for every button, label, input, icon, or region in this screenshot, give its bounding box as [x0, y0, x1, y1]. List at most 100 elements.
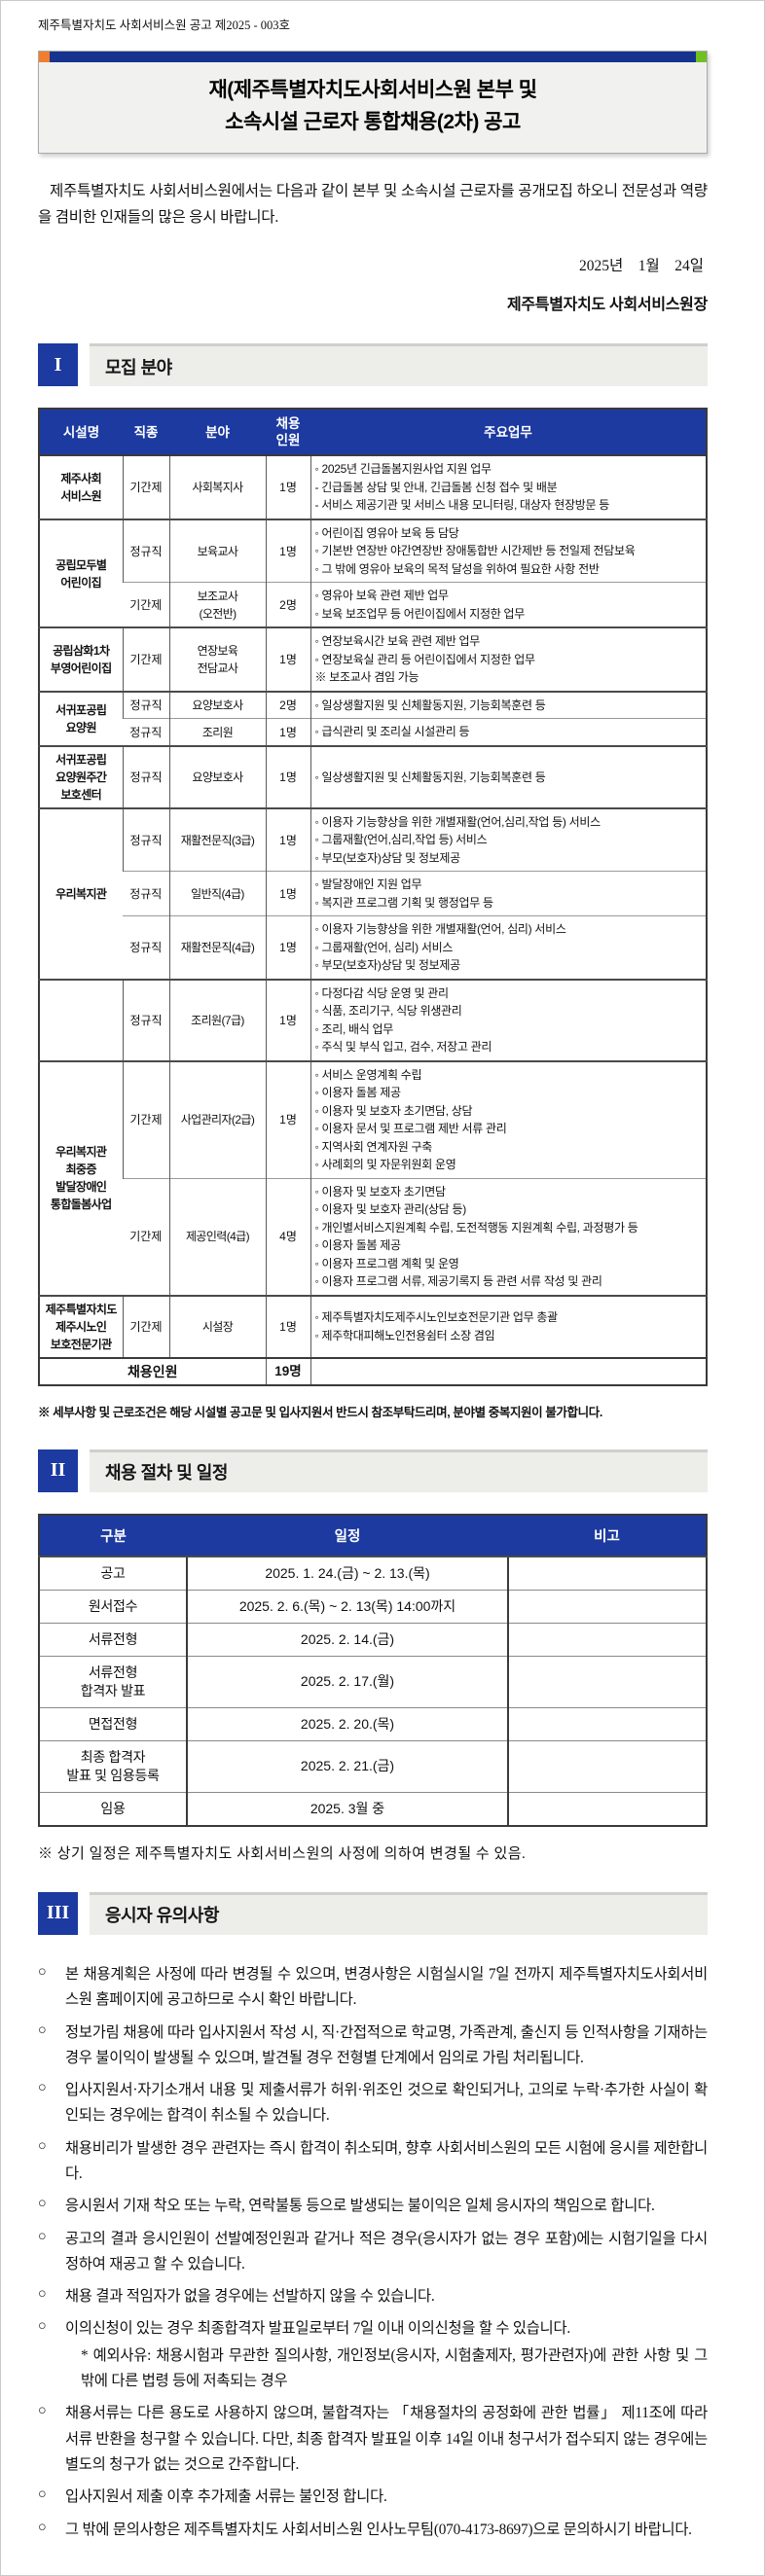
section-title-2: 채용 절차 및 일정: [90, 1449, 708, 1492]
duties-cell: ◦ 이용자 및 보호자 초기면담 ◦ 이용자 및 보호자 관리(상담 등) ◦ 개인…: [310, 1177, 707, 1296]
notice-item: ○ 채용비리가 발생한 경우 관련자는 즉시 합격이 취소되며, 향후 사회서비스…: [38, 2136, 708, 2188]
jobtype-cell: 정규직: [122, 690, 169, 719]
title-line-1: 재(제주특별자치도사회서비스원 본부 및: [208, 79, 537, 101]
duty-line: ◦ 어린이집 영유아 보육 등 담당: [314, 525, 459, 540]
total-label-cell: 채용인원: [39, 1356, 266, 1385]
circle-marker-icon: ○: [38, 2196, 47, 2212]
jobtype-cell: 기간제: [123, 582, 169, 628]
jobtype-cell: 기간제: [122, 1294, 169, 1358]
duty-line: ◦ 다정다감 식당 운영 및 관리: [314, 985, 450, 1000]
notice-text: 본 채용계획은 사정에 따라 변경될 수 있으며, 변경사항은 시험실시일 7일…: [65, 1965, 708, 2009]
notice-text: 입사지원서·자기소개서 내용 및 제출서류가 허위·위조인 것으로 확인되거나,…: [65, 2082, 708, 2125]
notice-text: 응시원서 기재 착오 또는 누락, 연락불통 등으로 발생되는 불이익은 일체 …: [65, 2198, 655, 2215]
schedule-row: 서류전형 합격자 발표 2025. 2. 17.(월): [39, 1655, 707, 1708]
count-cell: 1명: [265, 915, 310, 980]
facility-cell: 우리복지관 최중증 발달장애인 통합돌봄사업: [39, 1059, 123, 1296]
recruit-row: 우리복지관 정규직 재활전문직(3급) 1명 ◦ 이용자 기능향상을 위한 개별재활(언…: [39, 806, 707, 980]
count-cell: 1명: [265, 1294, 310, 1358]
duties-cell: ◦ 일상생활지원 및 신체활동지원, 기능회복훈련 등: [310, 744, 707, 808]
notice-item: ○ 이의신청이 있는 경우 최종합격자 발표일로부터 7일 이내 이의신청을 할 …: [38, 2316, 708, 2394]
duty-line: ◦ 그룹재활(언어, 심리) 서비스: [314, 940, 454, 954]
iljeong-cell: 2025. 2. 17.(월): [186, 1655, 508, 1708]
count-cell: 1명: [265, 871, 310, 916]
duties-cell: ◦ 발달장애인 지원 업무 ◦ 복지관 프로그램 기획 및 행정업무 등: [310, 871, 707, 916]
notice-text: 채용 결과 적임자가 없을 경우에는 선발하지 않을 수 있습니다.: [65, 2288, 435, 2306]
field-cell: 조리원(7급): [168, 978, 266, 1061]
jobtype-cell: 기간제: [122, 454, 169, 519]
field-cell: 시설장: [168, 1294, 266, 1358]
duty-line: ◦ 이용자 및 보호자 초기면담: [314, 1184, 447, 1199]
section-number-3: III: [38, 1891, 78, 1935]
col-gubun: 구분: [39, 1514, 187, 1557]
notice-list: ○ 본 채용계획은 사정에 따라 변경될 수 있으며, 변경사항은 시험실시일 7…: [38, 1962, 708, 2543]
section-title-3: 응시자 유의사항: [90, 1891, 708, 1935]
recruit-row: 기간제 제공인력(4급) 4명 ◦ 이용자 및 보호자 초기면담 ◦ 이용자 및 보호자…: [39, 1177, 707, 1296]
schedule-table-body: 공고 2025. 1. 24.(금) ~ 2. 13.(목) 원서접수 2025. 2…: [39, 1556, 707, 1826]
duty-line: ◦ 기본반 연장반 야간연장반 장애통합반 시간제반 등 전일제 전담보육: [314, 544, 636, 558]
notice-body: 본 채용계획은 사정에 따라 변경될 수 있으며, 변경사항은 시험실시일 7일…: [65, 1962, 708, 2014]
recruit-row: 우리복지관 최중증 발달장애인 통합돌봄사업 기간제 사업관리자(2급) 1명 ◦ 서비…: [39, 1059, 707, 1296]
jobtype-cell: 정규직: [122, 744, 169, 808]
field-cell: 요양보호사: [168, 690, 266, 719]
section-number-2: II: [38, 1449, 78, 1492]
notice-text: 채용비리가 발생한 경우 관련자는 즉시 합격이 취소되며, 향후 사회서비스원…: [65, 2139, 708, 2182]
schedule-row: 원서접수 2025. 2. 6.(목) ~ 2. 13(목) 14:00까지: [39, 1589, 707, 1624]
duty-line: ◦ 제주학대피해노인전용쉼터 소장 겸임: [314, 1328, 495, 1342]
circle-marker-icon: ○: [38, 2137, 47, 2154]
circle-marker-icon: ○: [38, 2286, 47, 2303]
col-count: 채용 인원: [266, 409, 310, 457]
gubun-cell: 원서접수: [39, 1589, 187, 1624]
count-cell: 2명: [265, 582, 310, 628]
bigo-cell: [507, 1622, 707, 1657]
duty-line: ◦ 이용자 및 보호자 관리(상담 등): [314, 1202, 467, 1217]
facility-cell: 공립삼화1차 부영어린이집: [39, 626, 123, 692]
facility-cell: 서귀포공립 요양원: [39, 690, 123, 746]
field-cell: 사회복지사: [168, 454, 266, 519]
signer: 제주특별자치도 사회서비스원장: [506, 297, 708, 314]
iljeong-cell: 2025. 2. 6.(목) ~ 2. 13(목) 14:00까지: [186, 1589, 508, 1624]
field-cell: 연장보육 전담교사: [168, 626, 266, 692]
field-cell: 일반직(4급): [168, 871, 266, 916]
col-bigo: 비고: [508, 1514, 707, 1557]
col-iljeong: 일정: [187, 1514, 508, 1557]
notice-body: 입사지원서 제출 이후 추가제출 서류는 불인정 합니다.: [65, 2485, 708, 2510]
notice-item: ○ 채용 결과 적임자가 없을 경우에는 선발하지 않을 수 있습니다.: [38, 2284, 708, 2309]
duty-line: ◦ 이용자 문서 및 프로그램 제반 서류 관리: [314, 1122, 507, 1136]
total-count-cell: 19명: [265, 1356, 310, 1385]
notice-body: 공고의 결과 응시인원이 선발예정인원과 같거나 적은 경우(응시자가 없는 경…: [65, 2227, 708, 2278]
duty-line: ◦ 제주특별자치도제주시노인보호전문기관 업무 총괄: [314, 1310, 559, 1325]
bigo-cell: [507, 1556, 707, 1591]
duty-line: ◦ 부모(보호자)상담 및 정보제공: [314, 958, 461, 973]
facility-cell: [39, 978, 123, 1061]
gubun-cell: 서류전형 합격자 발표: [39, 1655, 187, 1708]
notice-body: 정보가림 채용에 따라 입사지원서 작성 시, 직·간접적으로 학교명, 가족관…: [65, 2021, 708, 2072]
iljeong-cell: 2025. 2. 20.(목): [186, 1706, 508, 1741]
schedule-row: 서류전형 2025. 2. 14.(금): [39, 1622, 707, 1657]
schedule-row: 공고 2025. 1. 24.(금) ~ 2. 13.(목): [39, 1556, 707, 1591]
notice-item: ○ 채용서류는 다른 용도로 사용하지 않으며, 불합격자는 「채용절차의 공정화…: [38, 2401, 708, 2478]
jobtype-cell: 정규직: [122, 978, 169, 1061]
duty-line: - 서비스 제공기관 및 서비스 내용 모니터링, 대상자 현장방문 등: [314, 498, 610, 513]
duty-line: ◦ 식품, 조리기구, 식당 위생관리: [314, 1004, 462, 1019]
duty-line: ◦ 연장보육시간 보육 관련 제반 업무: [314, 634, 481, 649]
duties-cell: ◦ 2025년 긴급돌봄지원사업 지원 업무 - 긴급돌봄 상담 및 안내, 긴급…: [310, 454, 707, 519]
field-cell: 재활전문직(3급): [168, 806, 266, 872]
duty-line: ◦ 급식관리 및 조리실 시설관리 등: [314, 725, 470, 739]
jobtype-cell: 정규직: [123, 718, 169, 746]
bigo-cell: [507, 1589, 707, 1624]
circle-marker-icon: ○: [38, 2021, 47, 2038]
notice-subtext: * 예외사유: 채용시험과 무관한 질의사항, 개인정보(응시자, 시험출제자,…: [81, 2346, 708, 2390]
gubun-cell: 최종 합격자 발표 및 임용등록: [39, 1739, 187, 1793]
duty-line: ◦ 이용자 기능향상을 위한 개별재활(언어,심리,작업 등) 서비스: [314, 814, 601, 829]
duties-cell: ◦ 이용자 기능향상을 위한 개별재활(언어,심리,작업 등) 서비스 ◦ 그룹재…: [310, 806, 707, 872]
recruit-row: 서귀포공립 요양원 정규직 요양보호사 2명 ◦ 일상생활지원 및 신체활동지원, 기능…: [39, 690, 707, 746]
duties-cell: ◦ 다정다감 식당 운영 및 관리 ◦ 식품, 조리기구, 식당 위생관리 ◦ 조리…: [310, 978, 707, 1061]
circle-marker-icon: ○: [38, 2318, 47, 2335]
duty-line: ◦ 이용자 돌봄 제공: [314, 1086, 402, 1100]
notice-text: 채용서류는 다른 용도로 사용하지 않으며, 불합격자는 「채용절차의 공정화에…: [65, 2405, 708, 2473]
title-box: 재(제주특별자치도사회서비스원 본부 및 소속시설 근로자 통합채용(2차) 공…: [38, 51, 708, 155]
gubun-cell: 면접전형: [39, 1706, 187, 1741]
notice-item: ○ 입사지원서·자기소개서 내용 및 제출서류가 허위·위조인 것으로 확인되거나…: [38, 2078, 708, 2129]
section-header-2: II 채용 절차 및 일정: [38, 1449, 708, 1492]
notice-text: 입사지원서 제출 이후 추가제출 서류는 불인정 합니다.: [65, 2488, 387, 2506]
